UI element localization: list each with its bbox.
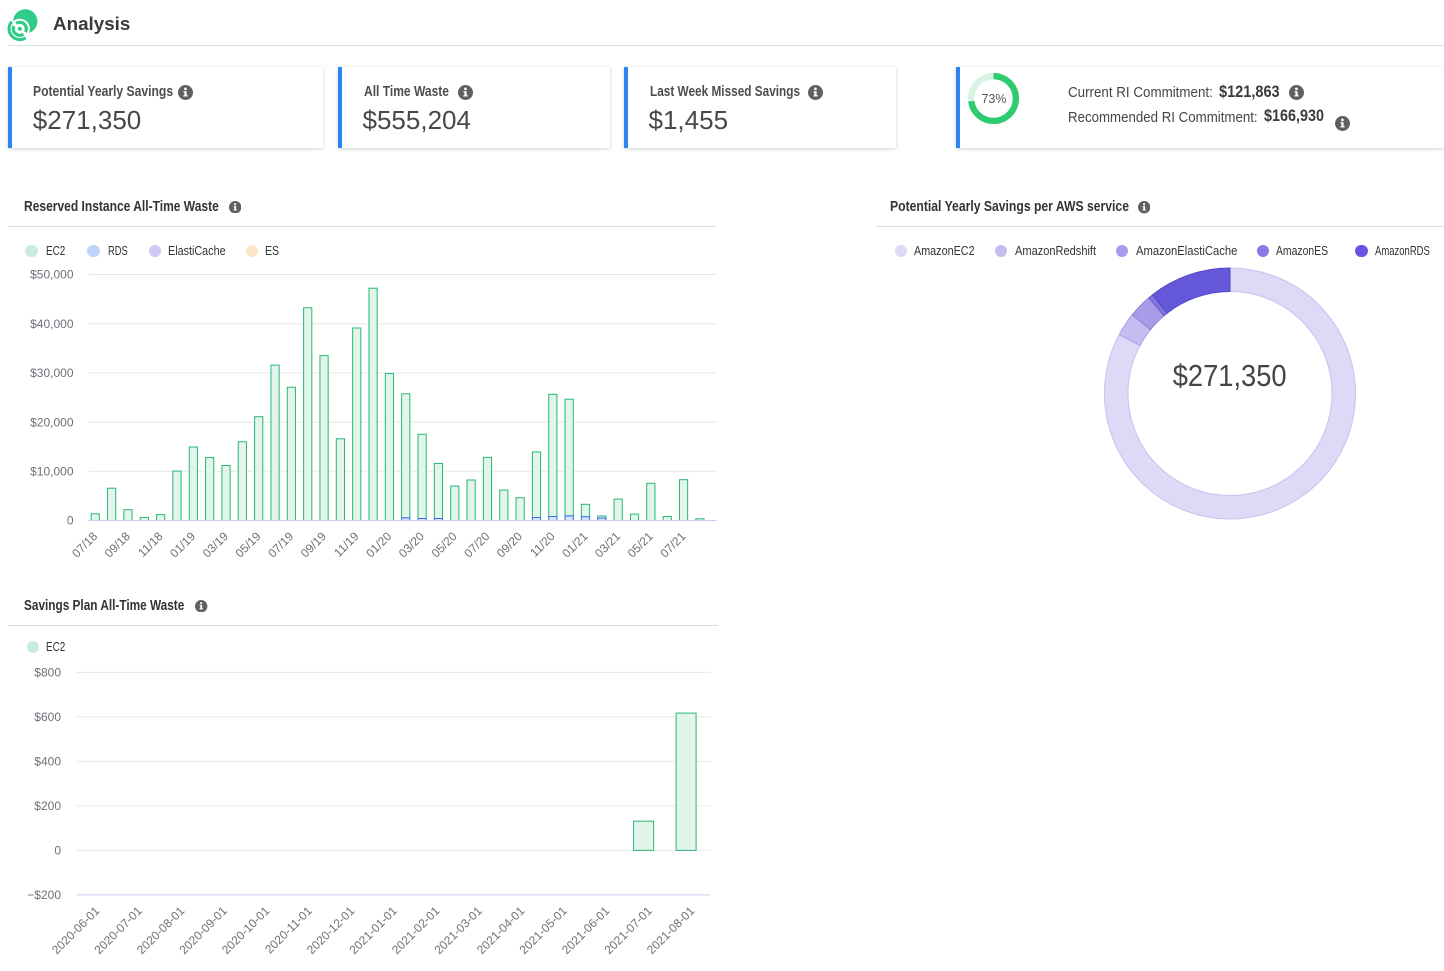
svg-text:$400: $400: [34, 755, 61, 769]
svg-text:01/19: 01/19: [167, 529, 198, 560]
svg-text:05/19: 05/19: [232, 529, 263, 560]
svg-text:$20,000: $20,000: [30, 415, 74, 429]
svg-text:01/21: 01/21: [559, 529, 590, 560]
svg-text:03/20: 03/20: [396, 529, 427, 560]
svg-text:07/21: 07/21: [657, 529, 688, 560]
svg-text:05/21: 05/21: [625, 529, 656, 560]
svg-text:11/20: 11/20: [527, 529, 558, 560]
svg-text:0: 0: [54, 844, 61, 858]
svg-text:03/21: 03/21: [592, 529, 623, 560]
svg-text:$50,000: $50,000: [30, 268, 74, 282]
svg-text:11/19: 11/19: [331, 529, 362, 560]
svg-text:$30,000: $30,000: [30, 366, 74, 380]
svg-text:$10,000: $10,000: [30, 465, 74, 479]
svg-text:03/19: 03/19: [200, 529, 231, 560]
svg-text:$800: $800: [34, 666, 61, 680]
svg-text:07/19: 07/19: [265, 529, 296, 560]
svg-text:05/20: 05/20: [429, 529, 460, 560]
svg-text:$200: $200: [34, 799, 61, 813]
svg-text:09/20: 09/20: [494, 529, 525, 560]
svg-text:$40,000: $40,000: [30, 317, 74, 331]
svg-text:0: 0: [67, 514, 74, 528]
svg-text:07/20: 07/20: [461, 529, 492, 560]
svg-text:09/18: 09/18: [102, 529, 133, 560]
svg-text:$600: $600: [34, 710, 61, 724]
svg-text:09/19: 09/19: [298, 529, 329, 560]
svg-text:01/20: 01/20: [363, 529, 394, 560]
svg-text:11/18: 11/18: [135, 529, 166, 560]
svg-text:−$200: −$200: [27, 888, 61, 902]
svg-text:07/18: 07/18: [69, 529, 100, 560]
